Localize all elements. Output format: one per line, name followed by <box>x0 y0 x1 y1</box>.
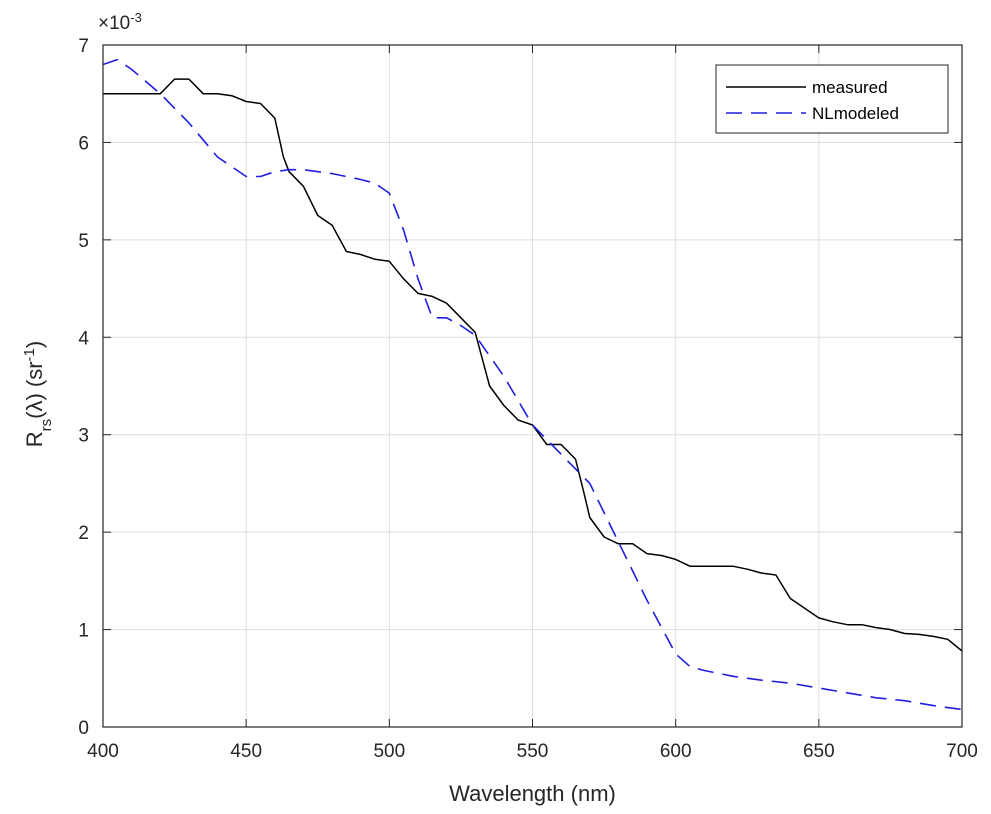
y-axis-label-subscript: rs <box>38 419 55 432</box>
x-tick-label: 650 <box>803 741 835 762</box>
y-exponent-prefix: ×10 <box>98 13 130 34</box>
legend: measured NLmodeled <box>715 64 949 134</box>
series-line-measured <box>103 78 963 652</box>
y-axis-label: Rrs(λ) (sr-1) <box>21 341 55 447</box>
y-tick-label: 4 <box>78 328 89 349</box>
legend-box <box>715 64 949 134</box>
x-tick-label: 500 <box>373 741 405 762</box>
y-tick-label: 1 <box>78 621 89 642</box>
series-line-NLmodeled <box>102 58 963 711</box>
x-tick-label: 600 <box>660 741 692 762</box>
y-axis-label-end: ) <box>22 341 47 348</box>
y-exponent-label: ×10-3 <box>98 10 142 35</box>
y-axis-label-base: R <box>22 431 47 447</box>
x-axis-label: Wavelength (nm) <box>449 781 616 806</box>
legend-label-NLmodeled: NLmodeled <box>812 104 899 123</box>
y-exponent-power: -3 <box>130 10 142 25</box>
y-axis-label-middle: (λ) (sr <box>22 361 47 418</box>
x-tick-label: 400 <box>87 741 119 762</box>
x-tick-label: 700 <box>946 741 978 762</box>
grid <box>103 45 962 727</box>
y-tick-label: 7 <box>78 36 89 57</box>
legend-label-measured: measured <box>812 78 888 97</box>
y-tick-label: 2 <box>78 523 89 544</box>
y-axis-label-superscript: -1 <box>21 348 38 361</box>
x-tick-label: 550 <box>517 741 549 762</box>
y-tick-label: 6 <box>78 133 89 154</box>
y-tick-label: 0 <box>78 718 89 739</box>
x-tick-label: 450 <box>230 741 262 762</box>
series-lines <box>102 58 963 711</box>
axis-ticks: 400 450 500 550 600 650 700 0 1 2 3 4 5 6 7 <box>78 36 977 762</box>
y-tick-label: 5 <box>78 231 89 252</box>
y-tick-label: 3 <box>78 426 89 447</box>
